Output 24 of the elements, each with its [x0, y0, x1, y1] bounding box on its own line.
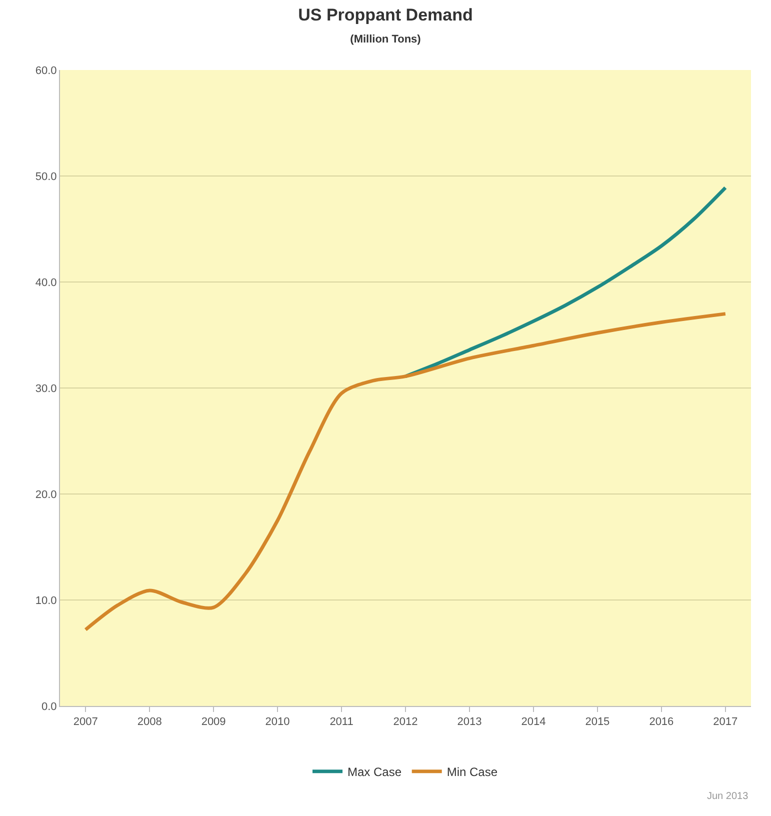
- chart-subtitle: (Million Tons): [350, 34, 422, 46]
- y-tick-label: 60.0: [35, 64, 57, 77]
- line-series: [84, 312, 728, 632]
- x-tick-label: 2011: [330, 716, 354, 728]
- chart-title: US Proppant Demand: [298, 5, 473, 24]
- y-tick-label: 20.0: [35, 488, 57, 501]
- x-tick-label: 2016: [649, 716, 674, 728]
- x-tick-label: 2010: [265, 716, 290, 728]
- y-tick-label: 50.0: [35, 170, 57, 183]
- x-tick-label: 2015: [585, 716, 610, 728]
- y-tick-label: 10.0: [35, 594, 57, 607]
- legend-label: Min Case: [446, 765, 498, 780]
- x-tick-label: 2009: [201, 716, 226, 728]
- y-tick-label: 40.0: [35, 276, 57, 289]
- x-tick-label: 2017: [713, 716, 738, 728]
- y-tick-label: 0.0: [42, 700, 57, 713]
- x-tick-label: 2014: [521, 716, 546, 728]
- x-tick-label: 2008: [137, 716, 162, 728]
- legend-label: Max Case: [348, 765, 402, 780]
- x-tick-label: 2012: [393, 716, 418, 728]
- text: Jun 2013: [707, 791, 749, 802]
- x-tick-label: 2007: [73, 716, 98, 728]
- x-tick-label: 2013: [457, 716, 482, 728]
- y-tick-label: 30.0: [35, 382, 57, 395]
